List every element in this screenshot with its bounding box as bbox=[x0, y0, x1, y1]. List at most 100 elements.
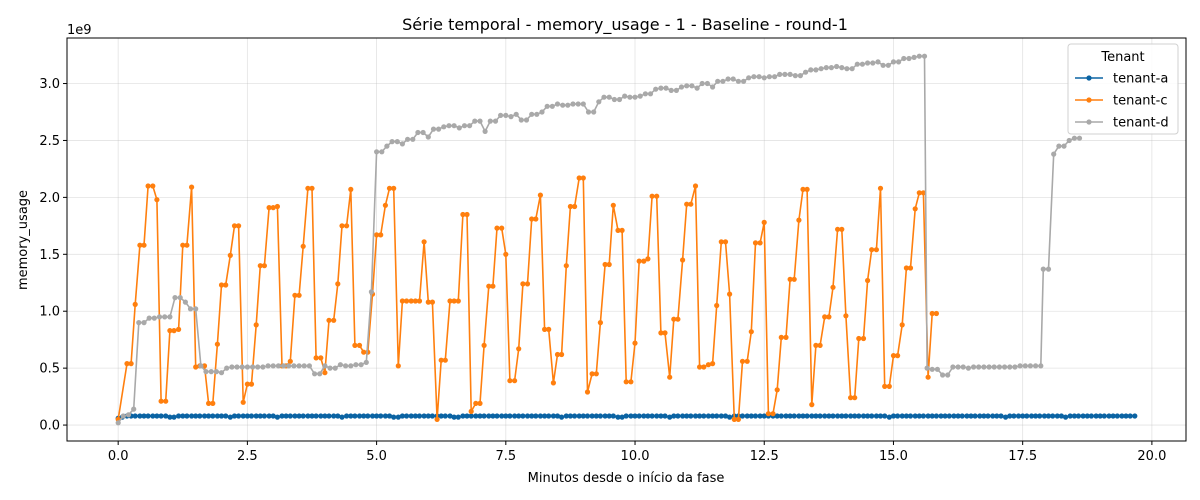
data-point-tenant-c bbox=[826, 314, 832, 320]
data-point-tenant-d bbox=[1033, 363, 1039, 369]
data-point-tenant-a bbox=[236, 413, 242, 419]
data-point-tenant-d bbox=[916, 53, 922, 59]
data-point-tenant-d bbox=[410, 136, 416, 142]
data-point-tenant-c bbox=[925, 374, 931, 380]
data-point-tenant-c bbox=[158, 398, 164, 404]
data-point-tenant-a bbox=[890, 413, 897, 419]
x-tick-label: 0.0 bbox=[108, 449, 129, 464]
data-point-tenant-d bbox=[115, 420, 121, 426]
data-point-tenant-d bbox=[234, 364, 240, 370]
data-point-tenant-d bbox=[570, 101, 576, 107]
data-point-tenant-c bbox=[231, 223, 238, 229]
data-point-tenant-c bbox=[176, 326, 182, 332]
data-point-tenant-c bbox=[171, 328, 177, 334]
data-point-tenant-a bbox=[688, 413, 694, 419]
data-point-tenant-c bbox=[494, 225, 500, 231]
data-point-tenant-d bbox=[940, 372, 946, 378]
data-point-tenant-d bbox=[950, 364, 956, 370]
data-point-tenant-c bbox=[610, 202, 616, 208]
data-point-tenant-d bbox=[368, 289, 374, 295]
data-point-tenant-c bbox=[757, 240, 763, 246]
x-tick-label: 17.5 bbox=[1008, 449, 1037, 464]
data-point-tenant-c bbox=[559, 351, 565, 358]
data-point-tenant-c bbox=[649, 193, 655, 199]
data-point-tenant-d bbox=[870, 60, 876, 66]
data-point-tenant-a bbox=[990, 413, 996, 419]
plot-frame bbox=[66, 37, 1187, 442]
data-point-tenant-c bbox=[554, 351, 561, 358]
data-point-tenant-a bbox=[1024, 413, 1030, 419]
data-point-tenant-c bbox=[248, 381, 255, 387]
data-point-tenant-a bbox=[1080, 413, 1086, 419]
data-point-tenant-c bbox=[641, 258, 647, 264]
data-point-tenant-c bbox=[804, 186, 810, 192]
data-point-tenant-a bbox=[279, 413, 285, 419]
data-point-tenant-a bbox=[374, 413, 380, 419]
data-point-tenant-a bbox=[1119, 413, 1125, 419]
data-point-tenant-a bbox=[261, 413, 267, 419]
data-point-tenant-c bbox=[882, 383, 888, 389]
data-point-tenant-d bbox=[286, 363, 292, 369]
data-point-tenant-d bbox=[896, 59, 902, 65]
data-point-tenant-a bbox=[244, 413, 250, 419]
y-tick-label: 0.5 bbox=[39, 362, 60, 377]
data-point-tenant-d bbox=[955, 364, 961, 370]
data-point-tenant-c bbox=[438, 357, 444, 363]
data-point-tenant-c bbox=[628, 379, 634, 385]
data-point-tenant-d bbox=[379, 149, 385, 155]
data-point-tenant-a bbox=[796, 413, 802, 419]
data-point-tenant-c bbox=[421, 239, 427, 245]
data-point-tenant-a bbox=[877, 413, 884, 419]
data-point-tenant-a bbox=[580, 413, 586, 419]
data-point-tenant-a bbox=[176, 413, 182, 419]
data-point-tenant-c bbox=[386, 185, 393, 191]
data-point-tenant-a bbox=[977, 413, 983, 419]
data-point-tenant-a bbox=[606, 413, 612, 419]
data-point-tenant-d bbox=[1061, 143, 1067, 149]
data-point-tenant-a bbox=[326, 413, 332, 419]
data-point-tenant-c bbox=[201, 363, 208, 369]
data-point-tenant-d bbox=[715, 78, 721, 84]
data-point-tenant-d bbox=[991, 364, 997, 370]
data-point-tenant-a bbox=[1037, 413, 1043, 419]
data-point-tenant-d bbox=[260, 364, 266, 370]
data-point-tenant-a bbox=[296, 413, 302, 419]
data-point-tenant-a bbox=[361, 413, 367, 419]
data-point-tenant-a bbox=[964, 413, 970, 419]
data-point-tenant-d bbox=[921, 53, 928, 59]
data-point-tenant-c bbox=[503, 251, 509, 257]
data-point-tenant-d bbox=[177, 295, 183, 301]
data-point-tenant-c bbox=[374, 232, 380, 238]
data-point-tenant-c bbox=[382, 202, 388, 208]
data-point-tenant-c bbox=[180, 242, 186, 248]
data-point-tenant-c bbox=[791, 276, 797, 282]
data-point-tenant-d bbox=[322, 363, 328, 369]
data-point-tenant-c bbox=[770, 411, 776, 417]
data-point-tenant-d bbox=[446, 123, 452, 129]
data-point-tenant-d bbox=[523, 117, 530, 123]
data-point-tenant-d bbox=[482, 128, 488, 134]
data-point-tenant-d bbox=[213, 369, 219, 375]
data-point-tenant-a bbox=[994, 413, 1000, 419]
data-point-tenant-a bbox=[972, 413, 978, 419]
legend-label: tenant-c bbox=[1113, 94, 1167, 109]
data-point-tenant-a bbox=[416, 413, 423, 419]
data-point-tenant-d bbox=[436, 126, 442, 132]
data-point-tenant-d bbox=[405, 136, 411, 142]
data-point-tenant-d bbox=[839, 65, 845, 71]
data-point-tenant-c bbox=[253, 322, 259, 328]
data-point-tenant-d bbox=[642, 91, 649, 97]
data-point-tenant-a bbox=[951, 413, 957, 419]
data-point-tenant-c bbox=[890, 353, 897, 359]
data-point-tenant-d bbox=[901, 55, 907, 62]
data-point-tenant-a bbox=[907, 413, 914, 419]
data-point-tenant-a bbox=[804, 413, 810, 419]
data-point-tenant-c bbox=[429, 299, 435, 305]
data-point-tenant-a bbox=[1020, 413, 1026, 419]
data-point-tenant-c bbox=[727, 291, 733, 297]
series-layer bbox=[115, 53, 1138, 426]
data-point-tenant-c bbox=[266, 205, 272, 211]
x-tick-label: 20.0 bbox=[1137, 449, 1166, 464]
data-point-tenant-c bbox=[929, 310, 935, 317]
data-point-tenant-d bbox=[813, 67, 819, 73]
